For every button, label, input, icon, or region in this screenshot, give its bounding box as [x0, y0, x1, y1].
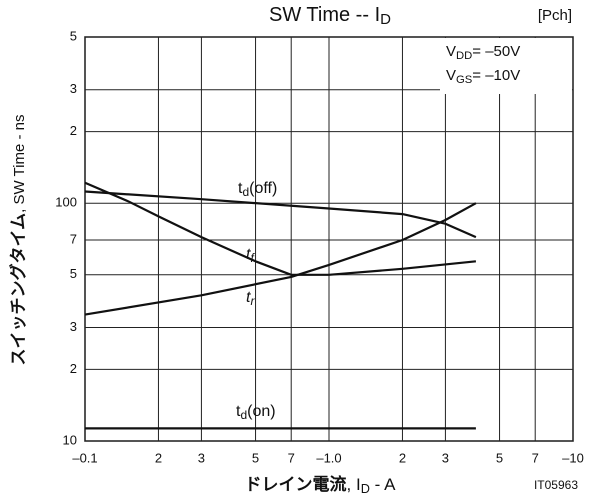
x-axis-label-part: - A: [370, 475, 396, 494]
series-label-part: (on): [247, 403, 275, 420]
chart-title-part: D: [380, 11, 391, 28]
x-axis-label-part: ドレイン電流: [245, 474, 347, 494]
series-label-part: d: [240, 408, 247, 422]
x-tick-label: 2: [155, 450, 162, 465]
series-label: tf: [246, 246, 255, 265]
x-tick-label: 7: [288, 450, 295, 465]
y-tick-label: 3: [70, 319, 77, 334]
conditions-box: [440, 38, 572, 94]
x-tick-label: –0.1: [72, 450, 97, 465]
y-tick-label: 7: [70, 231, 77, 246]
y-tick-label: 2: [70, 123, 77, 138]
series-line: [84, 190, 477, 239]
series-label-part: t: [236, 403, 241, 420]
y-tick-label: 5: [70, 266, 77, 281]
series-label-part: f: [250, 251, 255, 265]
code-label: IT05963: [534, 478, 578, 492]
y-axis-label-part: , SW Time - ns: [11, 114, 28, 212]
condition-part: V: [446, 43, 456, 60]
condition-part: GS: [456, 74, 472, 86]
condition: VGS= –10V: [446, 67, 520, 86]
condition-part: V: [446, 67, 456, 84]
x-tick-label: 5: [496, 450, 503, 465]
series-label-part: t: [238, 180, 243, 197]
condition-part: = –10V: [472, 67, 520, 84]
y-tick-label: 5: [70, 28, 77, 43]
series-label: td(off): [238, 180, 277, 199]
condition: VDD= –50V: [446, 43, 520, 62]
x-axis-label: ドレイン電流, ID - A: [245, 474, 397, 496]
x-axis-label-part: D: [361, 481, 370, 496]
chart-title: SW Time -- ID: [269, 4, 391, 28]
x-tick-label: –10: [562, 450, 584, 465]
y-axis-label: スイッチングタイム, SW Time - ns: [8, 114, 28, 365]
x-tick-label: 5: [252, 450, 259, 465]
x-tick-label: 2: [399, 450, 406, 465]
x-axis-label-part: , I: [347, 475, 361, 494]
x-tick-label: 3: [198, 450, 205, 465]
condition-part: DD: [456, 50, 472, 62]
series-label-part: t: [246, 289, 251, 306]
series-label-part: (off): [249, 180, 277, 197]
y-tick-label: 100: [55, 195, 77, 210]
y-tick-label: 10: [63, 432, 77, 447]
chart-title-part: SW Time -- I: [269, 4, 380, 26]
x-tick-label: –1.0: [316, 450, 341, 465]
series-label-part: t: [246, 246, 251, 263]
tag: [Pch]: [538, 7, 572, 24]
condition-part: = –50V: [472, 43, 520, 60]
series-line: [84, 181, 477, 276]
y-axis-label-part: スイッチングタイム: [8, 213, 28, 366]
series-label-part: r: [250, 294, 255, 308]
y-tick-label: 2: [70, 361, 77, 376]
y-tick-label: 3: [70, 81, 77, 96]
series-line: [84, 202, 477, 316]
series-label: td(on): [236, 403, 276, 422]
x-tick-label: 7: [532, 450, 539, 465]
series-label-part: d: [242, 185, 249, 199]
series-label: tr: [246, 289, 255, 308]
x-tick-label: 3: [442, 450, 449, 465]
